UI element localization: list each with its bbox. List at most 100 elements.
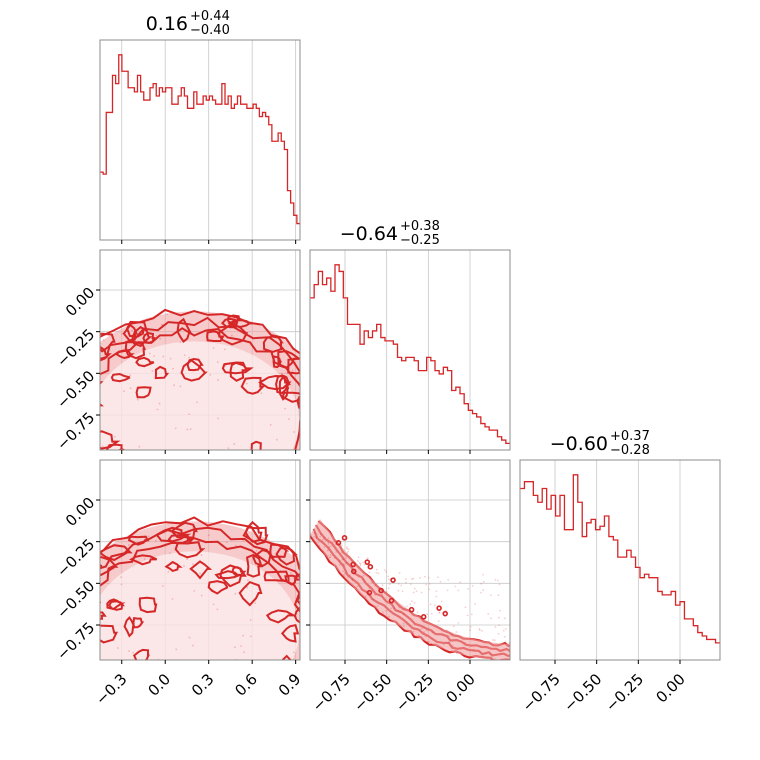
panel-contents (69, 250, 321, 518)
y-tick-label-row2: −0.25 (53, 325, 98, 370)
sample-point (74, 666, 76, 668)
sample-point (199, 572, 201, 575)
sample-point (416, 611, 419, 614)
sample-point (224, 515, 226, 517)
sample-point (240, 734, 242, 736)
sample-point (242, 634, 245, 637)
sample-point (146, 732, 148, 734)
sample-point (284, 407, 287, 410)
sample-point (356, 585, 359, 588)
sample-point (397, 583, 400, 585)
contour-blob (132, 705, 143, 721)
sample-point (156, 408, 159, 411)
sample-point (313, 535, 316, 538)
sample-point (77, 367, 79, 369)
sample-point (371, 581, 373, 584)
sample-point (294, 669, 296, 671)
sample-point (159, 337, 162, 340)
sample-point (246, 382, 248, 385)
contour-blob (189, 560, 213, 580)
sample-point (368, 587, 371, 590)
sample-point (186, 558, 188, 561)
sample-point (365, 595, 367, 598)
hist-panel-3: −0.60 +0.37−0.28 (519, 429, 721, 664)
sample-point (362, 561, 364, 564)
sample-point (156, 723, 158, 725)
sample-point (327, 537, 330, 540)
sample-point (188, 356, 190, 359)
sample-point (123, 721, 125, 723)
sample-point (343, 574, 345, 576)
sample-point (254, 512, 256, 514)
sample-point (438, 612, 441, 614)
sample-point (426, 613, 429, 616)
sample-point (428, 641, 430, 643)
sample-point (490, 617, 492, 620)
hist-panel-2: −0.64 +0.38−0.25 (309, 219, 511, 454)
contour-blob (303, 632, 327, 641)
sample-point (216, 361, 219, 364)
x-tick-label-col2: −0.50 (350, 670, 395, 715)
sample-point (464, 641, 466, 644)
sample-point (189, 428, 192, 431)
sample-point (111, 506, 113, 508)
x-tick-label-col2: −0.75 (309, 670, 354, 715)
sample-point (143, 558, 146, 560)
x-tick-label-col1: 0.6 (231, 670, 261, 700)
sample-point (171, 598, 174, 600)
contour-blob (132, 648, 150, 660)
sample-point (169, 357, 172, 360)
sample-point (130, 681, 132, 683)
sample-point (316, 533, 319, 536)
sample-point (59, 624, 61, 626)
sample-point (466, 614, 469, 617)
contour-blob (312, 439, 321, 455)
sample-point (480, 582, 483, 585)
sample-point (454, 585, 457, 588)
sample-point (346, 547, 348, 550)
sample-point (156, 733, 158, 735)
sample-point (95, 704, 97, 706)
contour-blob (69, 456, 91, 474)
sample-point (474, 603, 477, 605)
sample-point (202, 728, 204, 730)
panel-contents (310, 460, 510, 660)
sample-point (169, 516, 171, 518)
sample-point (167, 570, 170, 573)
contour-blob (100, 332, 116, 353)
sample-point (482, 573, 484, 576)
sample-point (430, 642, 433, 645)
contour-blob (135, 356, 155, 368)
sample-point (357, 556, 360, 559)
sample-point (375, 571, 378, 574)
sample-point (314, 531, 316, 534)
sample-point (175, 648, 178, 651)
sample-point (420, 627, 423, 630)
sample-point (333, 556, 336, 559)
sample-point (285, 702, 287, 704)
sample-point (319, 535, 322, 538)
contour-blob (245, 553, 263, 578)
contour-ring (100, 327, 300, 450)
sample-point (362, 574, 365, 577)
sample-point (317, 541, 320, 544)
sample-point (184, 712, 186, 714)
sample-point (288, 418, 290, 421)
sample-point (125, 475, 127, 477)
sample-point (335, 551, 338, 553)
contour-blob (124, 341, 146, 360)
sample-point (322, 550, 325, 553)
sample-point (147, 515, 149, 517)
contour-blob (100, 403, 104, 407)
contour-blob (367, 564, 374, 570)
sample-point (344, 572, 347, 575)
sample-point (217, 379, 219, 381)
sample-point (323, 632, 325, 634)
sample-point (145, 503, 147, 505)
sample-point (194, 698, 196, 700)
contour-blob (253, 687, 277, 702)
scatter-panel-2-1 (69, 249, 321, 518)
contour-blob (366, 589, 373, 596)
sample-point (503, 635, 506, 638)
